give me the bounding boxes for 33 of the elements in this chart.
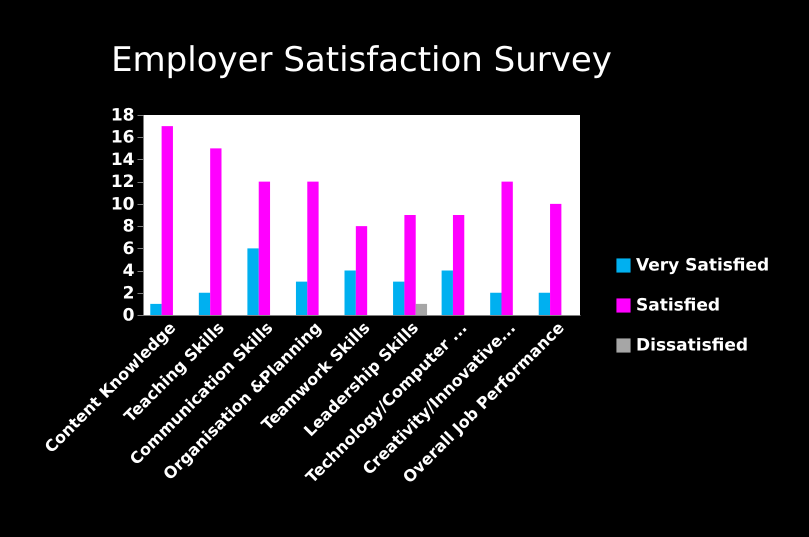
y-tick-label: 10 [110, 194, 135, 214]
bar [490, 292, 502, 315]
bar [247, 248, 259, 315]
y-tick-label: 16 [110, 128, 134, 148]
legend-label: Satisfied [636, 296, 720, 316]
bar [550, 204, 562, 315]
bar [416, 304, 428, 315]
bar [198, 292, 210, 315]
bar [393, 282, 404, 315]
bar [452, 215, 464, 315]
bar [296, 282, 308, 315]
y-tick-label: 18 [110, 106, 134, 126]
legend-label: Dissatisfied [636, 336, 748, 356]
bar [210, 148, 222, 315]
bar [356, 226, 368, 315]
y-tick-label: 14 [110, 150, 135, 170]
y-tick-label: 6 [122, 238, 134, 259]
chart-title: Employer Satisfaction Survey [111, 40, 612, 80]
bar [258, 182, 270, 315]
bar [502, 182, 513, 315]
bar [162, 126, 173, 315]
bar [404, 215, 416, 315]
y-tick-label: 2 [122, 283, 134, 304]
y-tick-label: 4 [122, 261, 135, 282]
y-tick-label: 8 [122, 216, 134, 237]
bar [150, 304, 162, 315]
y-tick-label: 12 [110, 172, 134, 192]
bar [442, 270, 453, 315]
y-tick-label: 0 [122, 306, 135, 326]
bar [344, 270, 356, 315]
bar [307, 182, 319, 315]
legend-label: Very Satisfied [636, 256, 770, 276]
bar [538, 292, 550, 315]
